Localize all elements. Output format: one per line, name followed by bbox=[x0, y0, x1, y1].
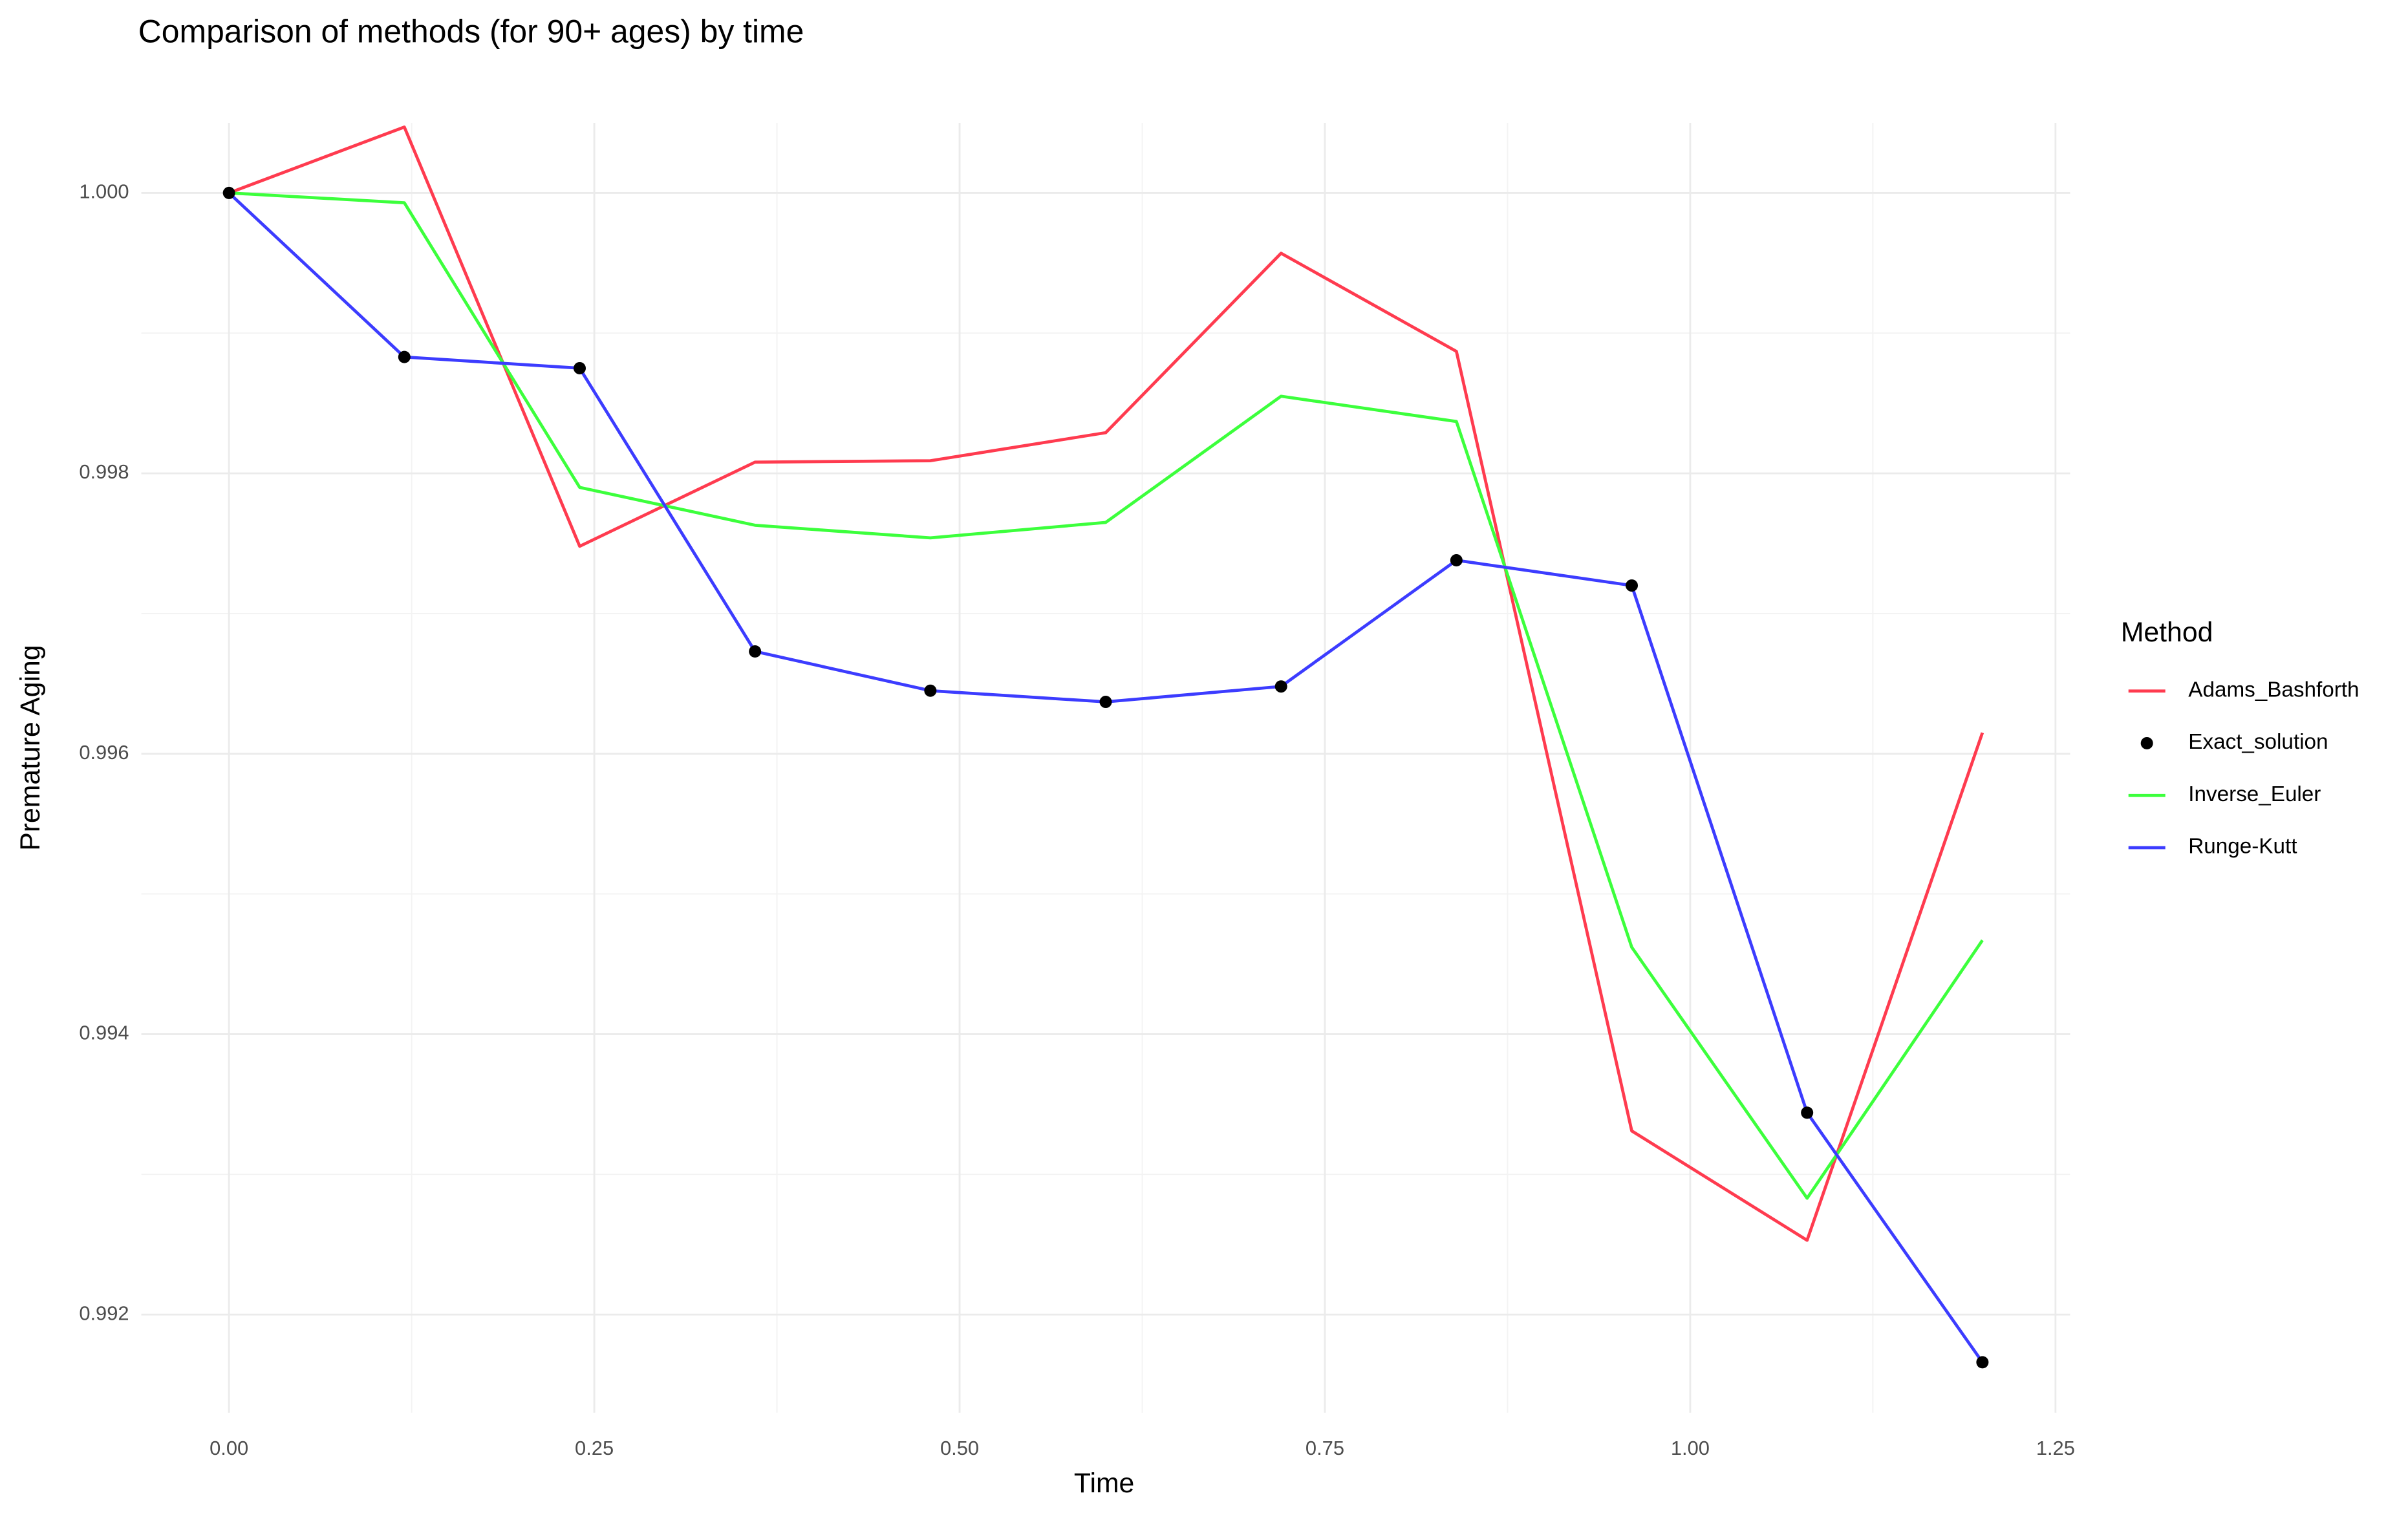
x-tick-label: 0.25 bbox=[575, 1437, 614, 1459]
data-point bbox=[924, 684, 937, 697]
data-point bbox=[1801, 1106, 1814, 1119]
x-tick-label: 0.50 bbox=[940, 1437, 979, 1459]
data-point bbox=[1099, 696, 1112, 709]
data-point bbox=[222, 186, 235, 199]
y-tick-label: 0.994 bbox=[79, 1022, 129, 1044]
x-axis-title: Time bbox=[1074, 1468, 1134, 1499]
data-line bbox=[228, 125, 1984, 1242]
y-tick-label: 0.992 bbox=[79, 1302, 129, 1324]
legend-title: Method bbox=[2121, 617, 2213, 648]
chart-title: Comparison of methods (for 90+ ages) by … bbox=[138, 13, 804, 49]
data-point bbox=[573, 361, 586, 374]
legend-key bbox=[2140, 736, 2153, 749]
x-tick-label: 0.00 bbox=[210, 1437, 248, 1459]
plot-area bbox=[222, 125, 1989, 1369]
y-tick-label: 0.998 bbox=[79, 460, 129, 483]
legend-label: Inverse_Euler bbox=[2188, 782, 2321, 806]
x-tick-label: 1.00 bbox=[1671, 1437, 1710, 1459]
data-point bbox=[398, 350, 411, 363]
legend-label: Runge-Kutt bbox=[2188, 835, 2297, 859]
data-point bbox=[1976, 1356, 1989, 1369]
data-point bbox=[749, 645, 762, 658]
grid: 0.992 0.994 0.996 0.998 1.000 0.00 0.25 0.50 0.7… bbox=[79, 122, 2075, 1459]
data-point bbox=[1626, 579, 1639, 592]
y-axis-title: Premature Aging bbox=[15, 645, 46, 850]
legend-label: Adams_Bashforth bbox=[2188, 678, 2359, 702]
x-tick-label: 0.75 bbox=[1306, 1437, 1344, 1459]
legend-label: Exact_solution bbox=[2188, 730, 2328, 754]
y-tick-label: 0.996 bbox=[79, 741, 129, 764]
data-point bbox=[1450, 554, 1463, 567]
data-line bbox=[229, 191, 1984, 1200]
y-tick-label: 1.000 bbox=[79, 180, 129, 203]
data-point bbox=[1274, 680, 1287, 693]
x-tick-label: 1.25 bbox=[2036, 1437, 2075, 1459]
legend: Adams_Bashforth Exact_solution Inverse_Eul… bbox=[2128, 678, 2359, 859]
